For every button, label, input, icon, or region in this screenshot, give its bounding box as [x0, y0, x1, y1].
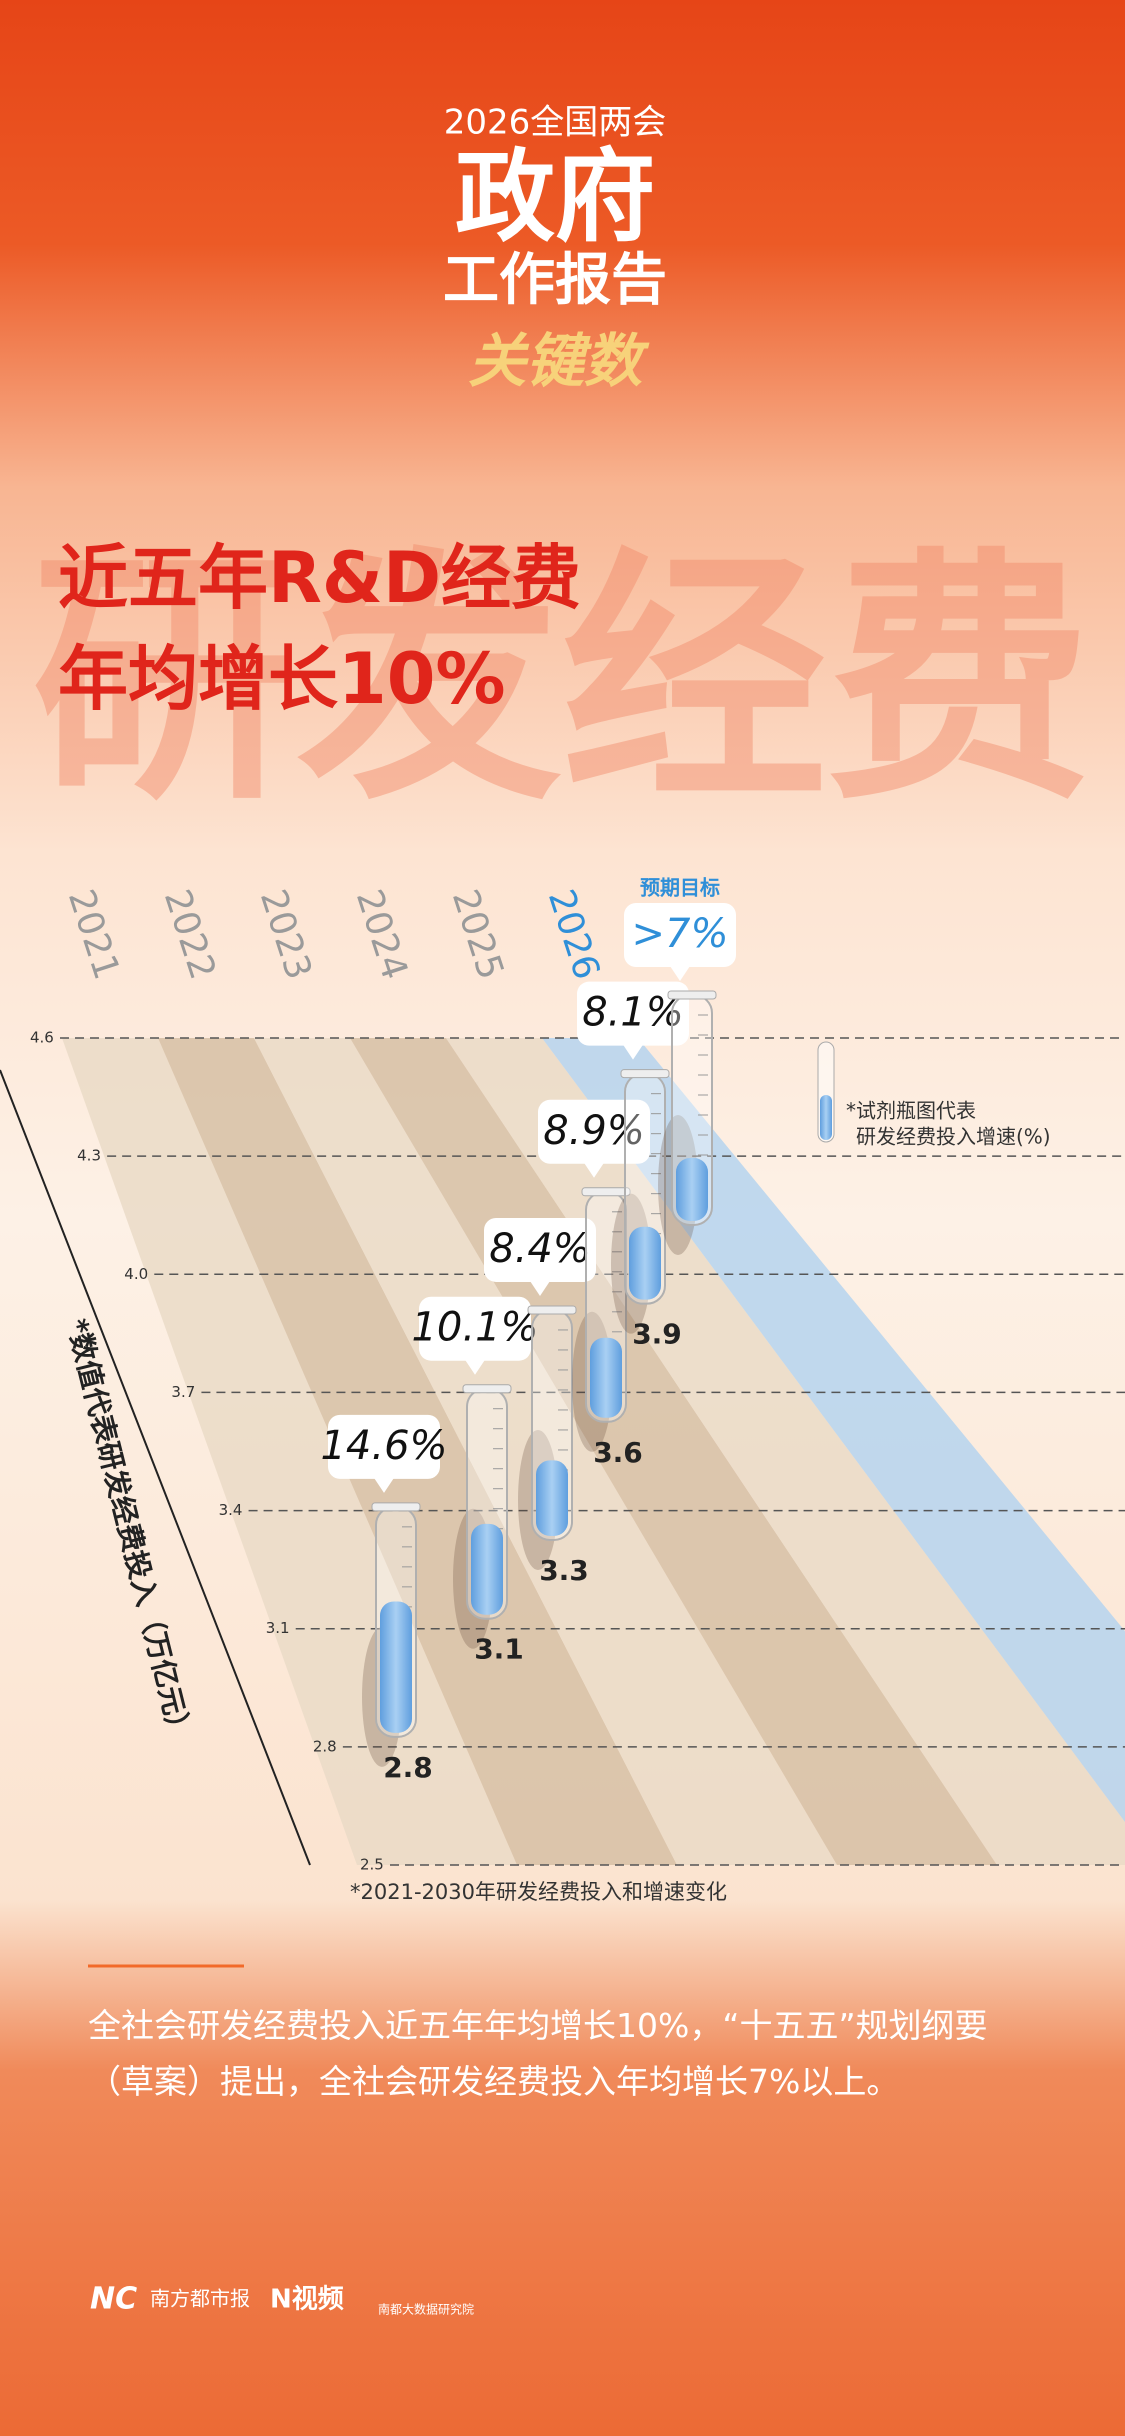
axis-line	[0, 1069, 311, 1866]
title: 政府	[455, 138, 655, 255]
y-tick-label: 2.5	[360, 1856, 384, 1874]
target-label: 预期目标	[640, 876, 720, 900]
year-band	[542, 1038, 1125, 1822]
label-pointer	[670, 966, 690, 981]
year-band	[254, 1038, 837, 1865]
subtitle: 关键数	[468, 327, 650, 395]
y-tick-label: 3.7	[171, 1383, 195, 1401]
value-label: 3.9	[632, 1318, 682, 1351]
liquid	[629, 1226, 661, 1300]
tube-rim	[462, 1384, 512, 1394]
y-tick-label: 4.3	[77, 1147, 101, 1165]
growth-label: 8.9%	[543, 1108, 645, 1154]
legend-icon	[820, 1095, 832, 1140]
growth-label: 8.1%	[582, 990, 684, 1036]
logo: NC	[90, 2282, 137, 2317]
tube-rim	[527, 1305, 577, 1315]
tube-rim	[581, 1187, 631, 1197]
label-bubble	[624, 903, 736, 967]
value-label: 3.6	[593, 1436, 643, 1469]
value-label: 3.1	[474, 1633, 524, 1666]
label-pointer	[530, 1280, 550, 1296]
label-pointer	[374, 1477, 394, 1493]
y-tick-label: 4.6	[30, 1029, 54, 1047]
label-pointer	[465, 1359, 485, 1375]
label-bubble	[538, 1099, 650, 1164]
growth-label: >7%	[632, 911, 729, 957]
y-tick-label: 4.0	[124, 1265, 148, 1283]
label-bubble	[577, 981, 689, 1046]
summary: 全社会研发经费投入近五年年均增长10%，“十五五”规划纲要（草案）提出，全社会研…	[88, 2006, 988, 2101]
y-tick-label: 2.8	[313, 1737, 337, 1755]
value-label: 2.8	[383, 1751, 433, 1784]
liquid	[676, 1158, 708, 1221]
tube-rim	[371, 1502, 421, 1512]
label-bubble	[328, 1414, 440, 1479]
y-tick-label: 3.1	[266, 1619, 290, 1637]
tube-rim	[620, 1069, 670, 1079]
watermark: 研发经费	[32, 527, 1092, 835]
legend-text: 研发经费投入增速(%)	[856, 1125, 1051, 1149]
legend-text: *试剂瓶图代表	[846, 1099, 976, 1123]
year-band	[446, 1038, 1125, 1865]
liquid	[471, 1523, 503, 1615]
note: *2021-2030年研发经费投入和增速变化	[350, 1880, 727, 1904]
value-label: 3.3	[539, 1554, 589, 1587]
logo: 南都大数据研究院	[378, 2302, 474, 2317]
liquid	[536, 1460, 568, 1536]
headline: 近五年R&D经费	[58, 537, 581, 619]
logo: 南方都市报	[150, 2287, 250, 2311]
headline: 年均增长10%	[58, 638, 506, 720]
label-pointer	[584, 1162, 604, 1178]
growth-label: 8.4%	[489, 1226, 591, 1272]
liquid	[590, 1337, 622, 1418]
title: 工作报告	[443, 248, 667, 313]
label-bubble	[419, 1296, 531, 1361]
label-pointer	[623, 1044, 643, 1060]
y-tick-label: 3.4	[219, 1501, 243, 1519]
label-bubble	[484, 1217, 596, 1282]
growth-label: 14.6%	[320, 1423, 447, 1469]
liquid	[380, 1601, 412, 1733]
logo: N视频	[270, 2285, 344, 2315]
event: 2026全国两会	[444, 103, 667, 143]
tube-rim	[667, 990, 717, 1000]
growth-label: 10.1%	[411, 1305, 538, 1351]
